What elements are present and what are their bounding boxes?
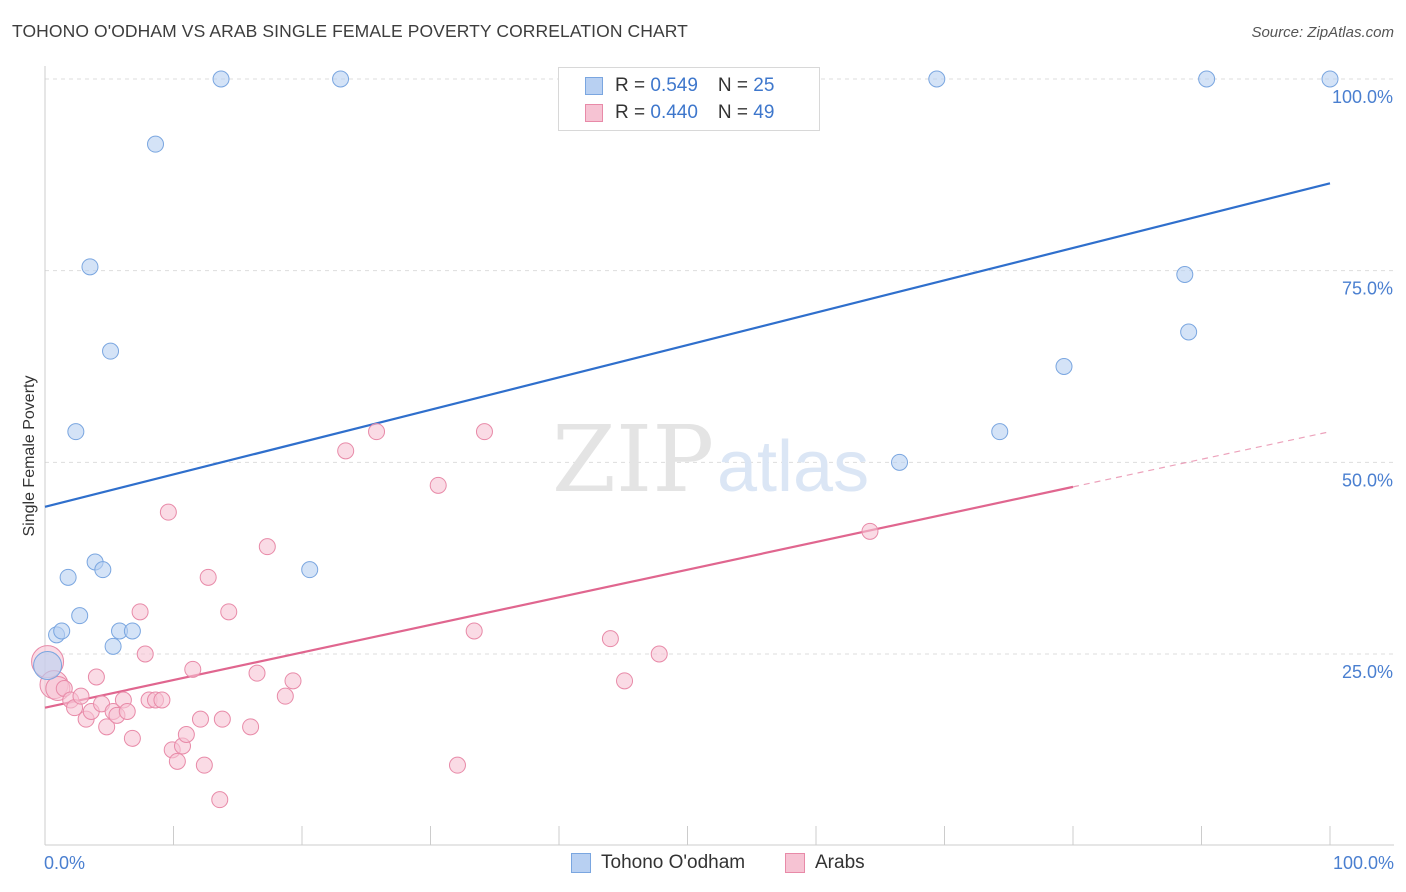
- y-tick-label-100: 100.0%: [1332, 87, 1393, 107]
- point-tohono: [104, 637, 122, 655]
- legend-n-label: N =: [717, 75, 754, 96]
- point-arabs: [429, 476, 447, 494]
- legend-n-value: 25: [753, 75, 775, 96]
- point-arabs: [211, 791, 229, 809]
- point-tohono: [1198, 70, 1216, 88]
- watermark: ZIP atlas: [552, 406, 869, 513]
- point-tohono: [53, 622, 71, 640]
- legend-r-label: R =: [615, 75, 651, 96]
- legend-swatch-pink: [585, 104, 603, 122]
- point-arabs: [191, 710, 209, 728]
- data-points: [31, 70, 1339, 809]
- point-arabs: [337, 442, 355, 460]
- point-arabs: [118, 703, 136, 720]
- y-tick-label-50: 50.0%: [1342, 470, 1393, 490]
- point-tohono: [1176, 266, 1194, 283]
- point-arabs: [258, 538, 276, 556]
- series-legend: Tohono O'odham Arabs: [0, 852, 1406, 876]
- watermark-atlas: atlas: [717, 427, 869, 507]
- legend-label-tohono: Tohono O'odham: [601, 852, 746, 873]
- y-tick-label-25: 25.0%: [1342, 662, 1393, 682]
- legend-row-tohono: R = 0.549 N = 25: [585, 74, 774, 98]
- point-arabs: [168, 752, 186, 770]
- point-tohono: [928, 70, 946, 88]
- point-tohono: [1055, 358, 1073, 375]
- y-axis-label: Single Female Poverty: [21, 376, 38, 537]
- point-tohono: [147, 135, 165, 153]
- point-arabs: [368, 423, 386, 441]
- point-tohono: [1180, 323, 1198, 341]
- trend-line-arabs-extension: [1072, 431, 1331, 488]
- point-arabs: [72, 687, 90, 705]
- point-tohono: [332, 70, 350, 88]
- point-arabs: [220, 603, 238, 621]
- point-arabs: [177, 726, 195, 743]
- x-ticks: [173, 826, 1331, 845]
- source-label: Source: ZipAtlas.com: [1251, 24, 1394, 41]
- legend-r-label: R =: [615, 102, 651, 123]
- point-arabs: [601, 630, 619, 648]
- point-tohono: [991, 423, 1009, 441]
- trend-line-arabs: [44, 485, 1074, 709]
- point-tohono: [102, 342, 120, 360]
- legend-swatch-arabs: [785, 853, 805, 873]
- point-arabs: [465, 622, 483, 640]
- legend-item-tohono[interactable]: Tohono O'odham: [571, 852, 745, 874]
- point-arabs: [284, 672, 302, 690]
- point-arabs: [448, 756, 466, 774]
- point-tohono: [1321, 70, 1339, 88]
- point-tohono: [71, 607, 89, 625]
- point-arabs: [136, 645, 154, 663]
- y-tick-labels: 25.0% 50.0% 75.0% 100.0%: [1332, 87, 1393, 682]
- legend-item-arabs[interactable]: Arabs: [785, 852, 865, 874]
- axes: [44, 66, 1394, 846]
- legend-swatch-blue: [585, 77, 603, 95]
- gridlines: [45, 78, 1394, 655]
- legend-label-arabs: Arabs: [815, 852, 865, 873]
- x-tick-label-min: 0.0%: [44, 853, 85, 873]
- point-arabs: [616, 672, 634, 690]
- point-arabs: [184, 660, 202, 678]
- point-arabs: [248, 664, 266, 682]
- legend-n-value: 49: [753, 102, 775, 123]
- stats-legend: R = 0.549 N = 25 R = 0.440 N = 49: [558, 67, 820, 131]
- point-arabs: [276, 687, 294, 705]
- point-arabs: [195, 756, 213, 774]
- point-arabs: [87, 668, 105, 686]
- point-tohono: [94, 561, 112, 579]
- trend-lines: [44, 182, 1331, 709]
- point-tohono: [891, 453, 909, 471]
- chart-title: TOHONO O'ODHAM VS ARAB SINGLE FEMALE POV…: [12, 21, 688, 41]
- point-arabs: [123, 729, 141, 747]
- legend-r-value: 0.549: [650, 75, 698, 96]
- point-tohono: [123, 622, 141, 640]
- point-arabs: [475, 423, 493, 441]
- legend-row-arabs: R = 0.440 N = 49: [585, 101, 774, 125]
- point-arabs: [861, 522, 879, 540]
- point-arabs: [98, 718, 116, 736]
- point-arabs: [650, 645, 668, 663]
- point-tohono: [301, 561, 319, 579]
- point-tohono: [59, 568, 77, 586]
- point-arabs: [153, 691, 171, 709]
- point-arabs: [213, 710, 231, 728]
- point-tohono: [33, 651, 63, 680]
- point-arabs: [159, 503, 177, 521]
- point-tohono: [81, 258, 99, 276]
- point-arabs: [199, 568, 217, 586]
- watermark-zip: ZIP: [552, 406, 714, 513]
- legend-n-label: N =: [717, 102, 754, 123]
- point-arabs: [242, 718, 260, 736]
- point-arabs: [131, 603, 149, 621]
- legend-swatch-tohono: [571, 853, 591, 873]
- point-tohono: [212, 70, 230, 88]
- trend-line-tohono: [44, 182, 1331, 508]
- point-tohono: [67, 423, 85, 441]
- y-tick-label-75: 75.0%: [1342, 279, 1393, 299]
- x-tick-label-max: 100.0%: [1333, 853, 1394, 873]
- legend-r-value: 0.440: [650, 102, 698, 123]
